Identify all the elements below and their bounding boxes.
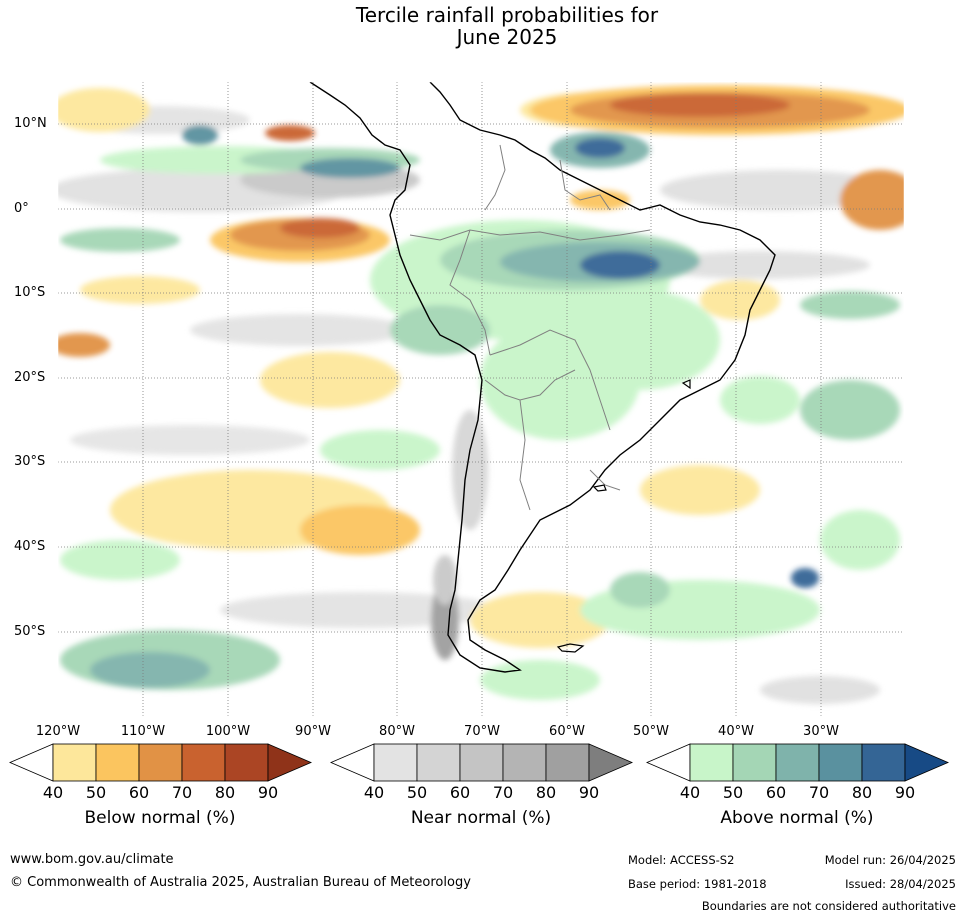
near-normal-title: Near normal (%) bbox=[410, 808, 552, 828]
map-title: Tercile rainfall probabilities for June … bbox=[0, 4, 965, 48]
colorbar-segment bbox=[904, 743, 950, 782]
lat-label: 10°N bbox=[14, 116, 47, 131]
colorbar-below-normal bbox=[8, 743, 313, 782]
base-period: Base period: 1981-2018 bbox=[628, 877, 767, 891]
colorbar-segment bbox=[416, 743, 461, 782]
colorbar-tick-label: 80 bbox=[214, 783, 236, 802]
colorbar-tick-label: 70 bbox=[492, 783, 514, 802]
colorbar-tick-label: 90 bbox=[894, 783, 916, 802]
colorbar-segment bbox=[861, 743, 906, 782]
colorbar-segment bbox=[52, 743, 97, 782]
colorbar-segment bbox=[95, 743, 140, 782]
colorbar-segment bbox=[775, 743, 820, 782]
colorbar-near-normal bbox=[329, 743, 634, 782]
lon-label: 40°W bbox=[718, 724, 754, 739]
graticule bbox=[58, 82, 904, 716]
colorbar-segment bbox=[459, 743, 504, 782]
lon-label: 100°W bbox=[205, 724, 251, 739]
colorbar-segment bbox=[8, 743, 54, 782]
colorbar-tick-label: 90 bbox=[257, 783, 279, 802]
lat-label: 30°S bbox=[14, 454, 46, 469]
colorbar-segment bbox=[329, 743, 375, 782]
lon-label: 110°W bbox=[120, 724, 166, 739]
colorbar-segment bbox=[732, 743, 777, 782]
colorbar-segment bbox=[545, 743, 590, 782]
below-normal-title: Below normal (%) bbox=[84, 808, 236, 828]
copyright: © Commonwealth of Australia 2025, Austra… bbox=[10, 875, 471, 890]
colorbar-tick-label: 50 bbox=[722, 783, 744, 802]
country-borders bbox=[409, 144, 651, 511]
website-link[interactable]: www.bom.gov.au/climate bbox=[10, 852, 174, 867]
title-line-1: Tercile rainfall probabilities for bbox=[355, 3, 659, 27]
colorbar-tick-label: 50 bbox=[85, 783, 107, 802]
title-line-2: June 2025 bbox=[456, 25, 558, 49]
colorbar-tick-label: 40 bbox=[42, 783, 64, 802]
model-run: Model run: 26/04/2025 bbox=[824, 853, 956, 867]
colorbar-segment bbox=[373, 743, 418, 782]
probability-field bbox=[58, 82, 904, 716]
colorbar-tick-label: 80 bbox=[851, 783, 873, 802]
model-name: Model: ACCESS-S2 bbox=[628, 853, 735, 867]
lat-label: 0° bbox=[14, 201, 29, 216]
colorbar-segment bbox=[138, 743, 183, 782]
colorbar-segment bbox=[267, 743, 313, 782]
lon-label: 50°W bbox=[633, 724, 669, 739]
issued-date: Issued: 28/04/2025 bbox=[845, 877, 956, 891]
colorbar-segment bbox=[818, 743, 863, 782]
lon-label: 90°W bbox=[295, 724, 331, 739]
colorbar-segment bbox=[588, 743, 634, 782]
colorbar-tick-label: 50 bbox=[406, 783, 428, 802]
colorbar-tick-label: 80 bbox=[535, 783, 557, 802]
lon-label: 30°W bbox=[803, 724, 839, 739]
lat-label: 50°S bbox=[14, 624, 46, 639]
south-america-coastline bbox=[309, 82, 776, 673]
colorbar-tick-label: 90 bbox=[578, 783, 600, 802]
lon-label: 70°W bbox=[464, 724, 500, 739]
colorbar-tick-label: 60 bbox=[128, 783, 150, 802]
lon-label: 60°W bbox=[549, 724, 585, 739]
colorbar-segment bbox=[224, 743, 269, 782]
colorbar-tick-label: 70 bbox=[171, 783, 193, 802]
lat-label: 10°S bbox=[14, 285, 46, 300]
colorbar-segment bbox=[502, 743, 547, 782]
colorbar-tick-label: 60 bbox=[765, 783, 787, 802]
colorbar-tick-label: 40 bbox=[679, 783, 701, 802]
lat-label: 20°S bbox=[14, 370, 46, 385]
above-normal-title: Above normal (%) bbox=[720, 808, 874, 828]
colorbar-segment bbox=[689, 743, 734, 782]
colorbar-segment bbox=[645, 743, 691, 782]
colorbar-tick-label: 60 bbox=[449, 783, 471, 802]
disclaimer: Boundaries are not considered authoritat… bbox=[701, 899, 956, 913]
lon-label: 120°W bbox=[35, 724, 81, 739]
colorbar-tick-label: 70 bbox=[808, 783, 830, 802]
colorbar-segment bbox=[181, 743, 226, 782]
colorbar-above-normal bbox=[645, 743, 950, 782]
lon-label: 80°W bbox=[379, 724, 415, 739]
colorbar-tick-label: 40 bbox=[363, 783, 385, 802]
lat-label: 40°S bbox=[14, 539, 46, 554]
